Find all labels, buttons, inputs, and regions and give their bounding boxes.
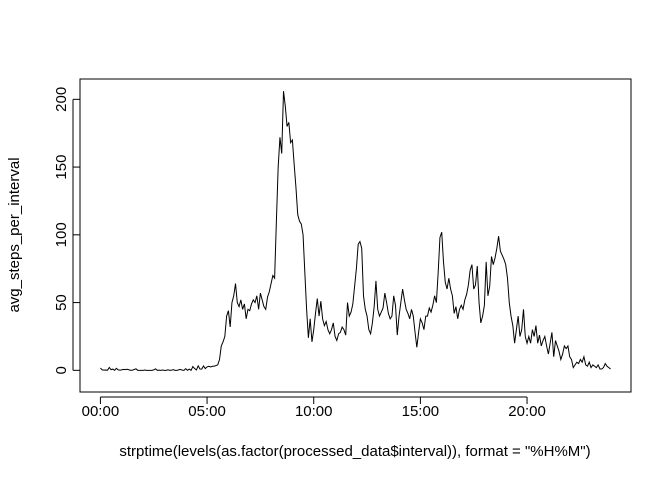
y-tick-label: 0 (53, 366, 70, 374)
plot-box (79, 78, 632, 393)
x-tick-label: 05:00 (188, 403, 226, 420)
x-tick-label: 20:00 (508, 403, 546, 420)
y-tick-label: 100 (53, 222, 70, 247)
x-axis-title: strptime(levels(as.factor(processed_data… (119, 443, 590, 460)
data-line (100, 91, 611, 372)
x-tick-label: 00:00 (82, 403, 120, 420)
x-tick-label: 10:00 (295, 403, 333, 420)
y-tick-label: 150 (53, 155, 70, 180)
y-tick-label: 200 (53, 87, 70, 112)
y-axis-title: avg_steps_per_interval (6, 157, 23, 312)
y-tick-label: 50 (53, 294, 70, 311)
x-tick-label: 15:00 (402, 403, 440, 420)
